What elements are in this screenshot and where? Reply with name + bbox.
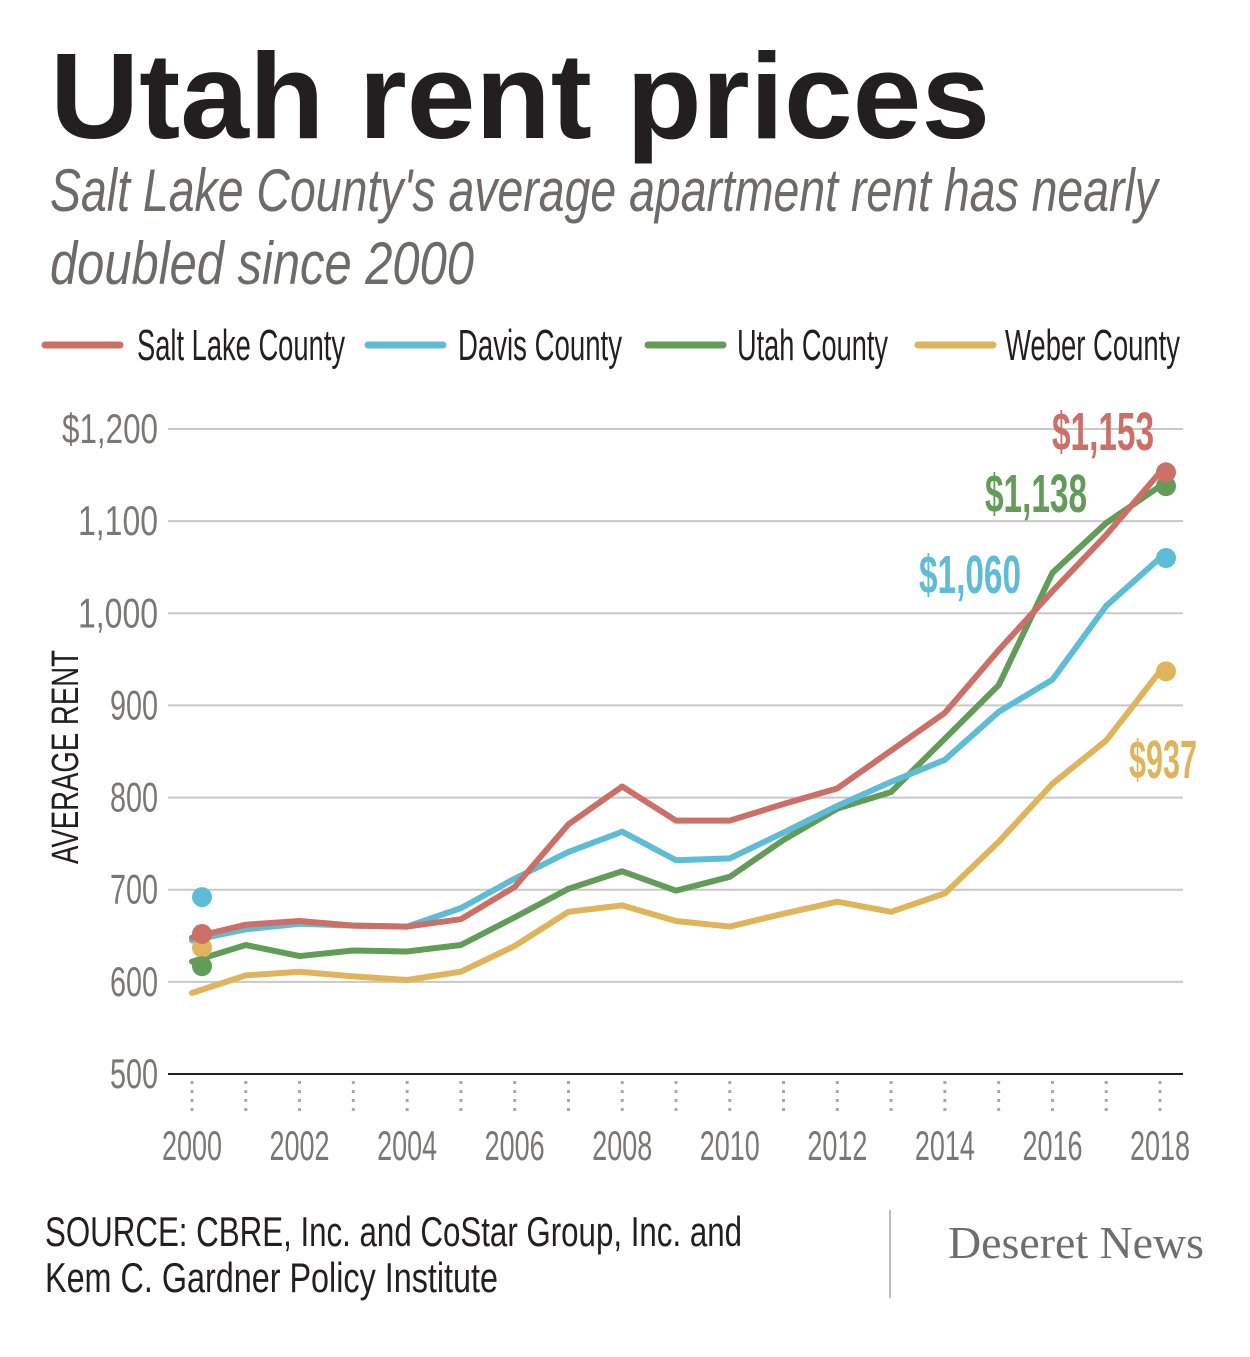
x-tick-label: 2004 (377, 1122, 437, 1169)
series-line (189, 668, 1163, 996)
end-marker (1156, 548, 1176, 568)
series-lines (189, 462, 1176, 996)
end-value-label: $937 (1129, 730, 1197, 790)
x-tick-label: 2016 (1022, 1122, 1082, 1169)
series-line (189, 469, 1163, 941)
legend-label: Salt Lake County (137, 321, 345, 370)
end-value-label: $1,138 (985, 464, 1087, 524)
deseret-news-logo: Deseret News (948, 1217, 1204, 1268)
y-tick-label: 800 (110, 774, 158, 821)
x-tick-label: 2002 (270, 1122, 330, 1169)
legend: Salt Lake County Davis County Utah County W… (41, 321, 1180, 370)
start-marker (192, 937, 212, 958)
start-marker (192, 887, 212, 908)
x-tick-label: 2018 (1130, 1122, 1190, 1169)
start-marker (192, 923, 212, 944)
series-line (189, 555, 1163, 944)
end-marker (1156, 661, 1176, 682)
chart-title: Utah rent prices (50, 28, 990, 164)
x-tick-label: 2006 (485, 1122, 545, 1169)
source-line2: Kem C. Gardner Policy Institute (45, 1254, 498, 1301)
start-marker (192, 956, 212, 977)
legend-label: Davis County (458, 321, 622, 370)
legend-label: Weber County (1005, 321, 1180, 370)
legend-label: Utah County (737, 321, 888, 370)
end-marker (1156, 462, 1176, 483)
source-line1: SOURCE: CBRE, Inc. and CoStar Group, Inc… (45, 1208, 742, 1255)
series-line (189, 483, 1163, 965)
y-tick-label: 700 (110, 866, 158, 913)
chart-subtitle-line2: doubled since 2000 (50, 230, 474, 297)
chart-subtitle-line1: Salt Lake County's average apartment ren… (50, 157, 1161, 224)
y-tick-label: $1,200 (62, 405, 158, 452)
x-tick-label: 2010 (700, 1122, 760, 1169)
y-tick-label: 500 (110, 1050, 158, 1097)
y-tick-label: 600 (110, 958, 158, 1005)
y-axis: 500 600 700 800 900 1,000 1,100 $1,200 (62, 405, 158, 1097)
end-value-labels: $937 $1,138 $1,060 $1,153 (919, 402, 1197, 790)
x-tick-label: 2000 (162, 1122, 222, 1169)
x-tick-label: 2012 (807, 1122, 867, 1169)
end-marker (1156, 476, 1176, 497)
x-tick-label: 2014 (915, 1122, 975, 1169)
y-tick-label: 900 (110, 681, 158, 728)
end-value-label: $1,153 (1052, 402, 1154, 462)
x-tick-label: 2008 (592, 1122, 652, 1169)
x-axis: 2000 2002 2004 2006 2008 2010 2012 2014 2016 2018 (162, 1081, 1190, 1169)
y-tick-label: 1,000 (78, 589, 158, 636)
y-tick-label: 1,100 (78, 497, 158, 544)
grid (168, 428, 1183, 1075)
end-value-label: $1,060 (919, 545, 1021, 605)
y-axis-label: AVERAGE RENT (45, 650, 87, 864)
